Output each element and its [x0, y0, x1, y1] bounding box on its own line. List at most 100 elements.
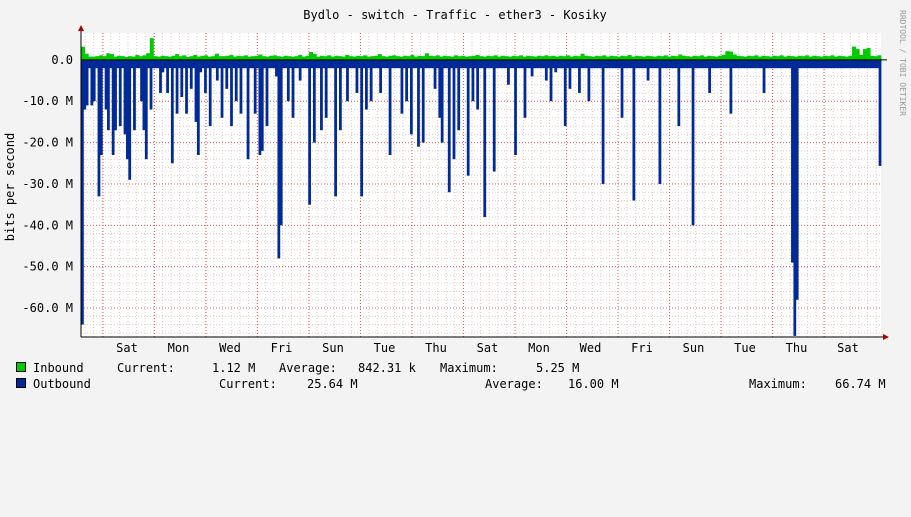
outbound-bar: [746, 59, 749, 69]
inbound-bar: [301, 56, 306, 60]
inbound-bar: [580, 53, 585, 60]
outbound-bar: [232, 59, 236, 69]
outbound-bar: [696, 59, 700, 69]
inbound-bar: [142, 55, 147, 60]
outbound-bar: [447, 59, 451, 193]
outbound-bar: [670, 59, 674, 69]
outbound-bar: [315, 59, 319, 69]
outbound-bar: [147, 59, 151, 69]
outbound-bar: [772, 59, 775, 69]
outbound-bar: [495, 59, 498, 69]
inbound-bar: [117, 55, 122, 60]
outbound-bar: [483, 59, 487, 218]
outbound-bar: [407, 59, 411, 69]
inbound-bar: [269, 55, 274, 60]
inbound-bar: [747, 55, 752, 60]
outbound-bar: [419, 59, 423, 69]
inbound-bar: [84, 53, 89, 60]
outbound-bar: [525, 59, 529, 69]
outbound-bar: [246, 59, 250, 160]
outbound-bar: [817, 59, 820, 69]
outbound-bar: [208, 59, 212, 127]
outbound-bar: [481, 59, 484, 69]
outbound-swatch: [16, 378, 26, 388]
outbound-bar: [698, 59, 702, 69]
inbound-bar: [533, 56, 538, 60]
inbound-bar: [175, 54, 180, 60]
outbound-bar: [573, 59, 577, 69]
outbound-bar: [253, 59, 257, 114]
outbound-bar: [189, 59, 193, 89]
outbound-bar: [760, 59, 764, 69]
outbound-bar: [194, 59, 198, 122]
inbound-bar: [634, 55, 639, 60]
inbound-bar: [421, 56, 426, 60]
outbound-bar: [133, 59, 136, 131]
inbound-bar: [468, 56, 473, 60]
inbound-bar: [703, 56, 708, 60]
inbound-bar: [120, 56, 125, 60]
outbound-bar: [334, 59, 338, 197]
outbound-bar: [201, 59, 205, 69]
outbound-bar: [338, 59, 342, 131]
outbound-bar: [511, 59, 515, 69]
inbound-bar: [377, 54, 382, 60]
outbound-bar: [620, 59, 624, 118]
x-tick-label: Sun: [322, 341, 344, 355]
outbound-bar: [152, 59, 155, 69]
inbound-bar: [595, 55, 600, 60]
outbound-bar: [414, 59, 418, 69]
inbound-bar: [598, 56, 603, 60]
outbound-bar: [256, 59, 259, 69]
outbound-bar: [641, 59, 645, 69]
outbound-bar: [400, 59, 404, 114]
outbound-bar: [355, 59, 359, 93]
outbound-bar: [578, 59, 581, 93]
x-tick-label: Fri: [271, 341, 293, 355]
outbound-bar: [218, 59, 222, 69]
inbound-maximum-label: Maximum:: [440, 361, 498, 375]
outbound-bar: [727, 59, 730, 69]
outbound-bar: [156, 59, 160, 69]
inbound-bar: [193, 54, 198, 60]
outbound-bar: [722, 59, 726, 69]
inbound-bar: [225, 55, 230, 60]
inbound-bar: [877, 55, 882, 60]
inbound-bar: [555, 56, 560, 60]
inbound-bar: [381, 56, 386, 60]
outbound-bar: [549, 59, 553, 102]
outbound-bar: [675, 59, 678, 69]
x-tick-label: Fri: [631, 341, 653, 355]
outbound-bar: [852, 59, 856, 69]
outbound-bar: [298, 59, 302, 81]
inbound-bar: [710, 56, 715, 60]
outbound-bar: [686, 59, 690, 69]
inbound-bar: [167, 56, 172, 60]
outbound-label: Outbound: [33, 377, 91, 391]
inbound-bar: [254, 55, 259, 60]
outbound-bar: [488, 59, 491, 69]
inbound-bar: [196, 56, 201, 60]
outbound-bar: [757, 59, 761, 69]
outbound-bar: [196, 59, 200, 156]
outbound-bar: [374, 59, 378, 69]
inbound-bar: [178, 56, 183, 60]
outbound-bar: [223, 59, 226, 69]
x-tick-label: Wed: [219, 341, 241, 355]
inbound-bar: [403, 55, 408, 60]
inbound-bar: [656, 55, 661, 60]
outbound-bar: [310, 59, 314, 69]
outbound-bar: [234, 59, 238, 102]
outbound-bar: [580, 59, 584, 69]
outbound-bar: [490, 59, 494, 69]
inbound-bar: [450, 56, 455, 60]
outbound-bar: [450, 59, 453, 69]
inbound-bar: [627, 54, 632, 60]
inbound-bar: [479, 56, 484, 60]
outbound-bar: [731, 59, 735, 69]
inbound-bar: [374, 55, 379, 60]
outbound-bar: [121, 59, 125, 69]
inbound-bar: [830, 55, 835, 60]
outbound-maximum-value: 66.74 M: [835, 377, 886, 391]
outbound-bar: [277, 59, 281, 259]
